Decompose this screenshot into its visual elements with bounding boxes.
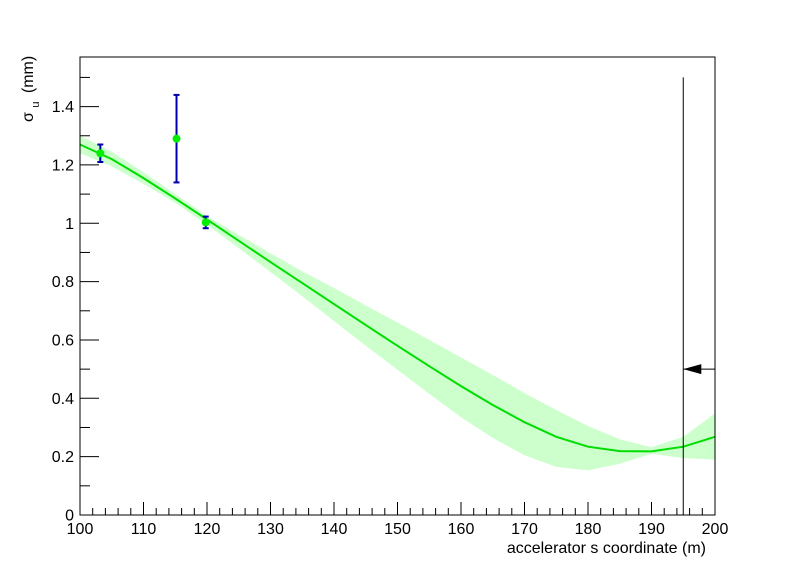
y-axis-symbol: σ (20, 112, 37, 122)
x-tick-label: 170 (511, 521, 538, 538)
x-tick-label: 140 (321, 521, 348, 538)
data-point (201, 218, 210, 227)
marker-arrow-head (683, 364, 702, 375)
y-tick-label: 1 (65, 216, 74, 233)
x-axis-title: accelerator s coordinate (m) (507, 540, 706, 557)
y-axis-subscript: u (30, 102, 42, 108)
y-tick-label: 0 (65, 508, 74, 525)
data-point (172, 134, 181, 143)
y-tick-label: 0.4 (52, 391, 74, 408)
y-tick-label: 1.4 (52, 99, 74, 116)
y-tick-label: 1.2 (52, 157, 74, 174)
y-tick-label: 0.8 (52, 274, 74, 291)
axes: 100 110 120 130 140 150 160 170 180 190 200 0 0.2 0.4… (52, 56, 729, 538)
x-tick-label: 130 (257, 521, 284, 538)
fit-line (79, 143, 716, 453)
plot-area (79, 77, 716, 515)
y-axis-title: σ u (mm) (20, 56, 43, 122)
y-tick-label: 0.2 (52, 449, 74, 466)
x-tick-label: 120 (194, 521, 221, 538)
x-tick-label: 110 (131, 521, 157, 538)
y-axis-unit: (mm) (20, 56, 37, 93)
y-tick-label: 0.6 (52, 332, 74, 349)
x-tick-label: 150 (384, 521, 411, 538)
data-point (96, 149, 105, 158)
confidence-band (80, 135, 715, 471)
x-tick-label: 160 (448, 521, 475, 538)
x-tick-label: 190 (638, 521, 665, 538)
x-tick-label: 100 (67, 521, 94, 538)
x-tick-label: 200 (702, 521, 729, 538)
x-tick-label: 180 (575, 521, 602, 538)
